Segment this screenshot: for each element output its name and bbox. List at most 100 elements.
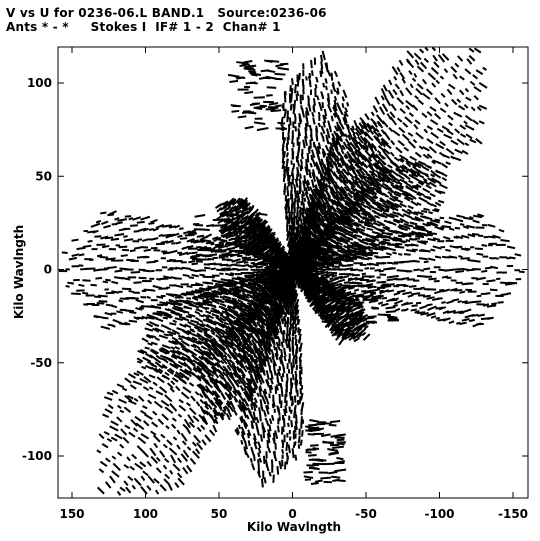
uv-point bbox=[182, 273, 190, 278]
uv-point bbox=[165, 301, 173, 305]
x-tick-label: -50 bbox=[355, 507, 377, 521]
uv-point bbox=[229, 237, 235, 241]
uv-point bbox=[306, 242, 311, 247]
uv-point bbox=[210, 307, 220, 313]
uv-point bbox=[288, 211, 291, 222]
uv-point bbox=[198, 326, 208, 332]
uv-point bbox=[325, 128, 331, 139]
uv-point bbox=[319, 70, 323, 78]
uv-point bbox=[144, 346, 150, 350]
uv-point bbox=[151, 421, 159, 428]
uv-point bbox=[82, 244, 92, 248]
uv-point bbox=[352, 204, 358, 210]
uv-point bbox=[170, 311, 180, 315]
uv-point bbox=[377, 204, 386, 211]
uv-point bbox=[299, 218, 303, 225]
uv-point bbox=[347, 210, 353, 215]
uv-point bbox=[298, 396, 302, 405]
uv-point bbox=[283, 350, 287, 357]
uv-point bbox=[399, 89, 405, 97]
uv-point bbox=[445, 147, 455, 156]
uv-point bbox=[353, 200, 363, 208]
uv-point bbox=[444, 102, 449, 108]
uv-point bbox=[309, 221, 316, 230]
uv-point bbox=[247, 240, 252, 245]
uv-point bbox=[332, 260, 343, 265]
uv-point bbox=[297, 435, 301, 444]
uv-point bbox=[228, 292, 238, 297]
uv-point bbox=[496, 277, 501, 281]
uv-point bbox=[191, 450, 200, 459]
uv-point bbox=[247, 205, 252, 211]
uv-point bbox=[136, 357, 144, 363]
uv-point bbox=[399, 260, 410, 264]
uv-point bbox=[119, 267, 129, 271]
uv-point bbox=[346, 248, 356, 253]
uv-point bbox=[381, 103, 389, 113]
uv-point bbox=[178, 371, 185, 377]
uv-point bbox=[161, 233, 172, 237]
uv-point bbox=[308, 145, 311, 151]
uv-point bbox=[332, 112, 337, 118]
uv-point bbox=[116, 310, 124, 314]
uv-point bbox=[297, 128, 302, 137]
uv-point bbox=[152, 410, 158, 416]
uv-point bbox=[331, 179, 336, 184]
uv-point bbox=[289, 181, 293, 190]
uv-point bbox=[107, 323, 115, 327]
uv-point bbox=[99, 460, 108, 467]
uv-point bbox=[299, 352, 303, 359]
uv-point bbox=[314, 194, 320, 202]
uv-point bbox=[299, 206, 303, 212]
uv-point bbox=[127, 373, 136, 379]
uv-point bbox=[441, 153, 451, 159]
uv-point bbox=[407, 294, 414, 298]
uv-point bbox=[331, 211, 338, 217]
uv-point bbox=[226, 305, 232, 310]
uv-point bbox=[67, 281, 75, 285]
uv-point bbox=[169, 402, 178, 412]
uv-point bbox=[344, 256, 353, 261]
uv-point bbox=[418, 257, 428, 261]
uv-point bbox=[407, 205, 414, 210]
uv-point bbox=[143, 248, 152, 252]
uv-point bbox=[308, 169, 312, 177]
uv-point bbox=[259, 404, 264, 412]
uv-point bbox=[320, 166, 325, 174]
uv-point bbox=[234, 290, 241, 294]
uv-point bbox=[313, 299, 320, 307]
uv-point bbox=[384, 209, 390, 213]
uv-point bbox=[434, 97, 441, 105]
uv-point bbox=[409, 155, 417, 162]
uv-point bbox=[220, 230, 226, 235]
uv-point bbox=[320, 91, 324, 97]
uv-point bbox=[311, 111, 315, 118]
uv-point bbox=[274, 430, 279, 440]
uv-point bbox=[210, 242, 215, 246]
uv-point bbox=[105, 278, 112, 282]
uv-point bbox=[392, 304, 399, 308]
uv-point bbox=[243, 422, 248, 430]
uv-point bbox=[257, 459, 260, 469]
uv-point bbox=[399, 107, 406, 115]
uv-point bbox=[296, 199, 300, 209]
uv-point bbox=[164, 308, 170, 312]
uv-point bbox=[456, 98, 462, 104]
uv-point bbox=[193, 295, 199, 299]
uv-point bbox=[242, 288, 248, 293]
uv-point bbox=[226, 289, 232, 294]
uv-point bbox=[325, 134, 330, 144]
uv-point bbox=[390, 274, 399, 279]
uv-point bbox=[353, 150, 361, 158]
uv-point bbox=[267, 231, 276, 240]
uv-point bbox=[410, 292, 421, 296]
uv-point bbox=[276, 425, 280, 433]
uv-point bbox=[268, 384, 272, 394]
uv-point bbox=[432, 159, 442, 165]
uv-point bbox=[382, 238, 390, 242]
uv-point bbox=[145, 352, 154, 359]
uv-point bbox=[220, 232, 231, 238]
uv-point bbox=[188, 360, 197, 368]
uv-point bbox=[313, 264, 320, 268]
uv-point bbox=[228, 279, 236, 283]
